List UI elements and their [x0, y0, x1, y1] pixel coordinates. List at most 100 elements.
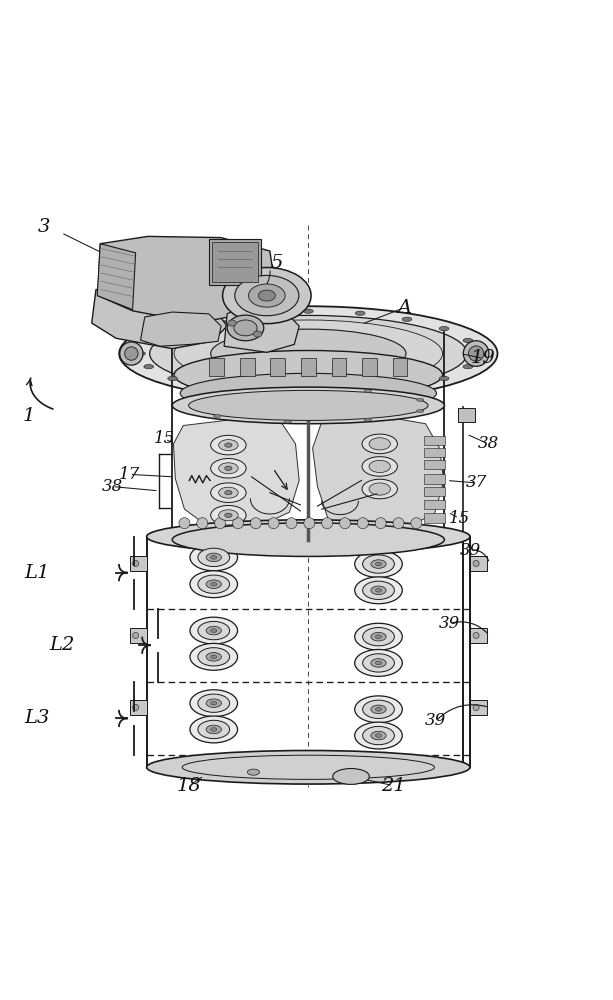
Polygon shape [313, 416, 444, 534]
Ellipse shape [132, 632, 139, 639]
Text: 15: 15 [449, 510, 470, 527]
Ellipse shape [355, 722, 402, 749]
Ellipse shape [371, 731, 386, 740]
Ellipse shape [225, 466, 232, 470]
Ellipse shape [258, 290, 275, 301]
Text: 19: 19 [471, 349, 496, 367]
Ellipse shape [362, 479, 397, 499]
Text: L2: L2 [50, 636, 75, 654]
Ellipse shape [247, 769, 259, 775]
Ellipse shape [119, 306, 498, 401]
Ellipse shape [189, 390, 428, 420]
Text: L1: L1 [24, 564, 50, 582]
Ellipse shape [371, 632, 386, 641]
Ellipse shape [232, 518, 243, 529]
Text: 38: 38 [478, 435, 499, 452]
Ellipse shape [251, 311, 261, 315]
Ellipse shape [402, 386, 412, 390]
Ellipse shape [144, 365, 154, 369]
Ellipse shape [473, 560, 479, 567]
Ellipse shape [473, 704, 479, 711]
Ellipse shape [439, 326, 449, 331]
Ellipse shape [219, 487, 238, 498]
Ellipse shape [375, 588, 381, 592]
Ellipse shape [219, 440, 238, 451]
Bar [240, 358, 254, 376]
Ellipse shape [303, 394, 313, 398]
Bar [129, 556, 147, 571]
Bar [458, 408, 475, 422]
Bar [301, 358, 316, 376]
Polygon shape [98, 236, 276, 323]
Ellipse shape [356, 392, 365, 396]
Ellipse shape [190, 716, 238, 743]
Ellipse shape [132, 560, 139, 567]
Ellipse shape [251, 392, 261, 396]
Bar [470, 556, 487, 571]
Ellipse shape [357, 518, 368, 529]
Ellipse shape [190, 571, 238, 598]
Bar [424, 474, 445, 484]
Ellipse shape [132, 704, 139, 711]
Ellipse shape [174, 350, 443, 399]
Ellipse shape [416, 398, 424, 401]
Bar [424, 436, 445, 445]
Bar [392, 358, 407, 376]
Text: 21: 21 [381, 777, 406, 795]
Polygon shape [224, 306, 299, 352]
Ellipse shape [211, 655, 217, 659]
Ellipse shape [211, 728, 217, 731]
Ellipse shape [363, 628, 394, 646]
Ellipse shape [363, 581, 394, 599]
Text: A: A [397, 299, 411, 317]
Ellipse shape [179, 518, 190, 529]
Ellipse shape [190, 617, 238, 644]
Ellipse shape [215, 518, 226, 529]
Ellipse shape [168, 326, 177, 331]
Ellipse shape [322, 518, 333, 529]
Ellipse shape [206, 653, 221, 661]
Ellipse shape [369, 483, 390, 495]
Ellipse shape [206, 626, 221, 635]
Ellipse shape [355, 650, 402, 676]
Ellipse shape [135, 351, 145, 356]
Ellipse shape [393, 518, 404, 529]
Ellipse shape [223, 268, 311, 324]
Ellipse shape [180, 373, 436, 413]
Ellipse shape [211, 435, 246, 455]
Bar [424, 513, 445, 523]
Ellipse shape [369, 460, 390, 473]
Text: 39: 39 [440, 615, 460, 632]
Ellipse shape [211, 556, 217, 559]
Bar [470, 628, 487, 643]
Ellipse shape [147, 520, 470, 553]
Ellipse shape [248, 284, 285, 307]
Bar [212, 242, 257, 282]
Ellipse shape [375, 707, 381, 711]
Ellipse shape [463, 338, 473, 343]
Bar [209, 239, 261, 285]
Ellipse shape [416, 410, 424, 413]
Ellipse shape [439, 376, 449, 381]
Ellipse shape [363, 700, 394, 718]
Text: 37: 37 [465, 474, 487, 491]
Ellipse shape [206, 725, 221, 734]
Ellipse shape [340, 518, 351, 529]
Ellipse shape [144, 338, 154, 343]
Ellipse shape [172, 387, 444, 424]
Ellipse shape [234, 320, 257, 336]
Ellipse shape [225, 443, 232, 447]
Ellipse shape [219, 463, 238, 474]
Bar [424, 487, 445, 496]
Bar [362, 358, 376, 376]
Ellipse shape [362, 434, 397, 454]
Text: 39: 39 [425, 712, 446, 729]
Text: 39: 39 [459, 542, 481, 559]
Ellipse shape [369, 438, 390, 450]
Ellipse shape [364, 390, 371, 393]
Text: 38: 38 [102, 478, 123, 495]
Ellipse shape [371, 560, 386, 568]
Ellipse shape [124, 347, 138, 360]
Ellipse shape [375, 518, 386, 529]
Ellipse shape [211, 483, 246, 502]
